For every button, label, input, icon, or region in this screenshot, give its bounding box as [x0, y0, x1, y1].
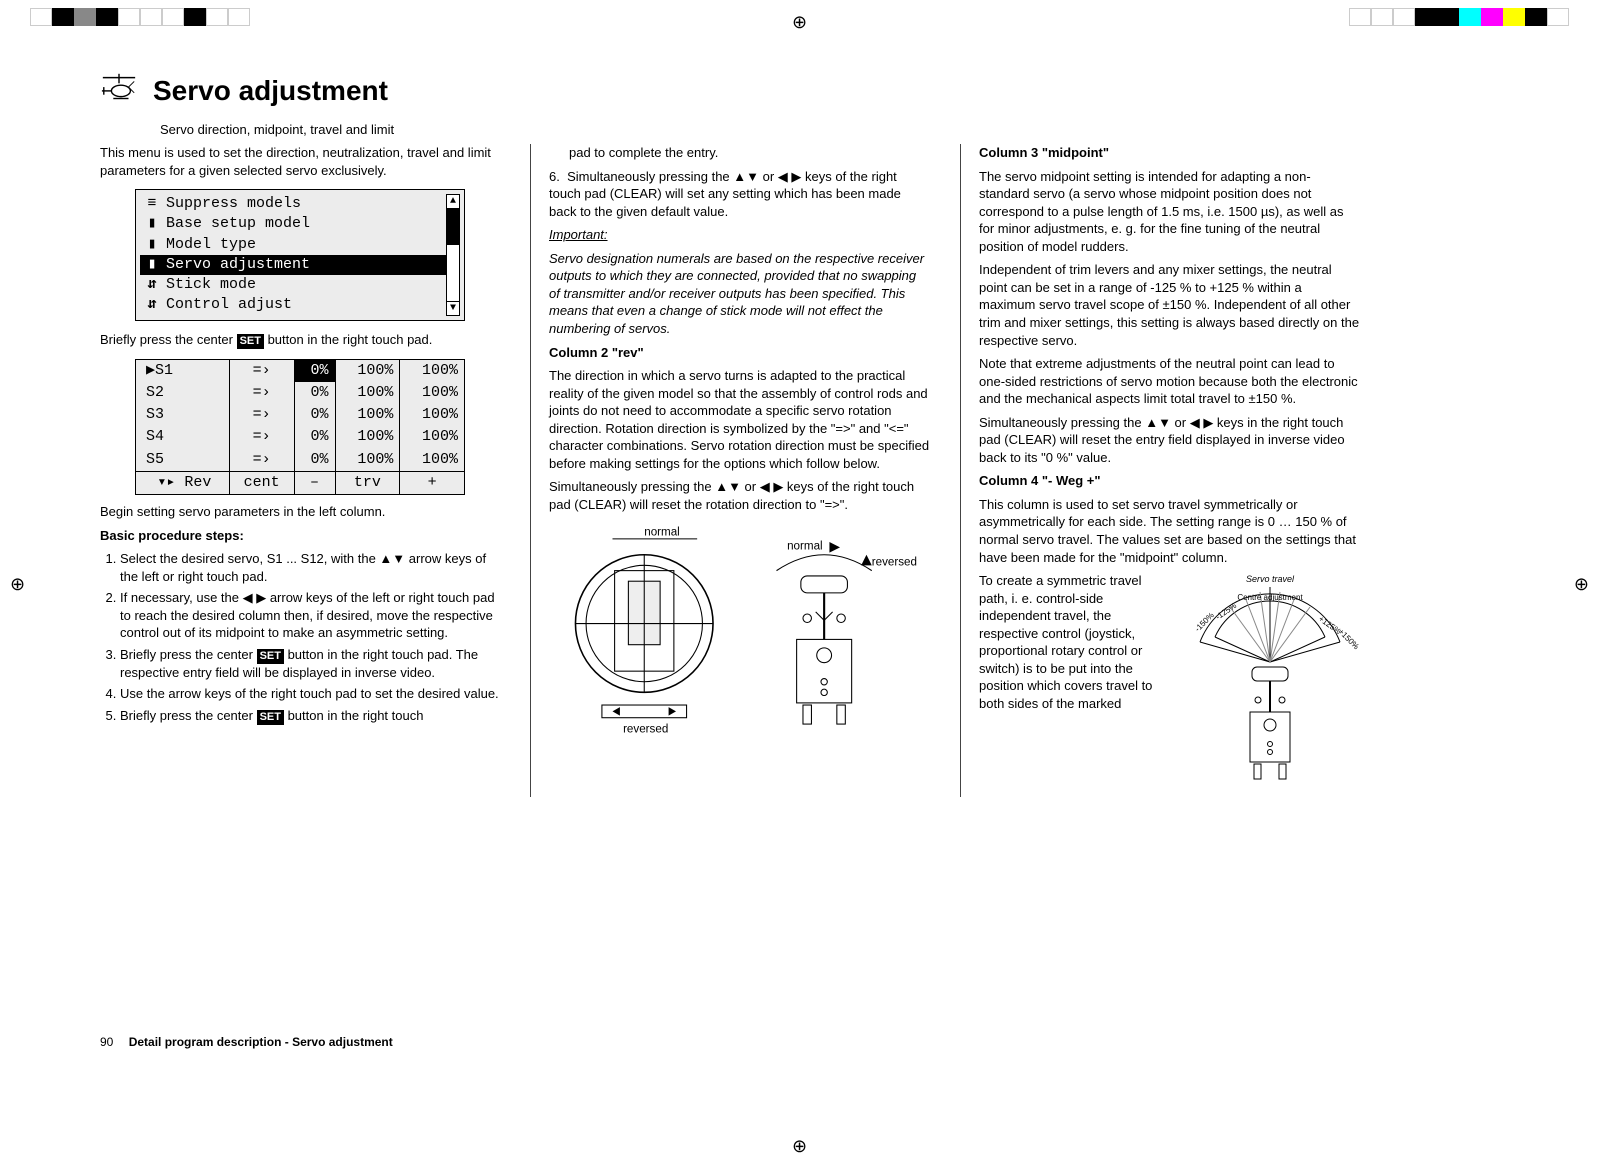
svg-text:-150%: -150% — [1193, 611, 1216, 634]
menu-item: ▮Servo adjustment — [140, 255, 460, 275]
set-key-icon: SET — [257, 710, 284, 725]
important-label: Important: — [549, 226, 930, 244]
svg-text:Centre adjustment: Centre adjustment — [1237, 593, 1303, 602]
step6: 6. Simultaneously pressing the ▲▼ or ◀ ▶… — [549, 168, 930, 221]
column4-weg-heading: Column 4 "- Weg +" — [979, 472, 1360, 490]
set-key-icon: SET — [257, 649, 284, 664]
svg-text:-125%: -125% — [1214, 601, 1238, 622]
procedure-steps-list: Select the desired servo, S1 ... S12, wi… — [120, 550, 500, 725]
rev-paragraph-1: The direction in which a servo turns is … — [549, 367, 930, 472]
page-subtitle: Servo direction, midpoint, travel and li… — [160, 121, 1370, 139]
set-key-icon: SET — [237, 334, 264, 349]
column2-rev-heading: Column 2 "rev" — [549, 344, 930, 362]
menu-screenshot: ≡Suppress models▮Base setup model▮Model … — [135, 189, 465, 321]
column3-midpoint-heading: Column 3 "midpoint" — [979, 144, 1360, 162]
menu-scrollbar: ▲▼ — [446, 194, 460, 316]
registration-mark-icon: ⊕ — [792, 10, 807, 34]
procedure-step: Use the arrow keys of the right touch pa… — [120, 685, 500, 703]
midpoint-p3: Note that extreme adjustments of the neu… — [979, 355, 1360, 408]
procedure-step: Briefly press the center SET button in t… — [120, 707, 500, 725]
servo-travel-arc-diagram: Servo travel -150% — [1180, 572, 1360, 797]
svg-text:reversed: reversed — [872, 556, 917, 569]
midpoint-p2: Independent of trim levers and any mixer… — [979, 261, 1360, 349]
procedure-step: If necessary, use the ◀ ▶ arrow keys of … — [120, 589, 500, 642]
menu-item: ▮Model type — [140, 235, 460, 255]
svg-text:+150%: +150% — [1337, 627, 1360, 651]
page-number: 90 — [100, 1035, 113, 1049]
servo-row: S5=›0%100%100% — [136, 449, 464, 472]
label-normal: normal — [644, 526, 680, 539]
servo-row: S2=›0%100%100% — [136, 382, 464, 404]
weg-p1: This column is used to set servo travel … — [979, 496, 1360, 566]
registration-mark-icon: ⊕ — [792, 1134, 807, 1158]
registration-mark-icon: ⊕ — [1574, 572, 1589, 596]
servo-table-screenshot: ▶S1=›0%100%100%S2=›0%100%100%S3=›0%100%1… — [135, 359, 465, 496]
steps-heading: Basic procedure steps: — [100, 527, 500, 545]
after-table-text: Begin setting servo parameters in the le… — [100, 503, 500, 521]
midpoint-p4: Simultaneously pressing the ▲▼ or ◀ ▶ ke… — [979, 414, 1360, 467]
rev-paragraph-2: Simultaneously pressing the ▲▼ or ◀ ▶ ke… — [549, 478, 930, 513]
svg-text:normal: normal — [787, 540, 823, 553]
important-text: Servo designation numerals are based on … — [549, 250, 930, 338]
procedure-step: Select the desired servo, S1 ... S12, wi… — [120, 550, 500, 585]
footer-title: Detail program description - Servo adjus… — [129, 1035, 393, 1049]
menu-item: ⇵Control adjust — [140, 295, 460, 315]
menu-item: ⇵Stick mode — [140, 275, 460, 295]
stick-servo-diagram: normal reversed normal reversed — [549, 523, 930, 739]
servo-table-footer: ▾▸ Revcent–trv+ — [136, 471, 464, 494]
servo-row: S3=›0%100%100% — [136, 404, 464, 426]
registration-mark-icon: ⊕ — [10, 572, 25, 596]
menu-item: ≡Suppress models — [140, 194, 460, 214]
step5-continuation: pad to complete the entry. — [569, 144, 930, 162]
svg-text:Servo travel: Servo travel — [1246, 574, 1295, 584]
intro-text: This menu is used to set the direction, … — [100, 144, 500, 179]
midpoint-p1: The servo midpoint setting is intended f… — [979, 168, 1360, 256]
weg-p2: To create a symmetric travel path, i. e.… — [979, 572, 1170, 791]
servo-row: ▶S1=›0%100%100% — [136, 360, 464, 382]
page-footer: 90 Detail program description - Servo ad… — [100, 1034, 393, 1050]
label-reversed: reversed — [623, 723, 668, 735]
procedure-step: Briefly press the center SET button in t… — [120, 646, 500, 681]
page-title: Servo adjustment — [153, 72, 388, 110]
servo-row: S4=›0%100%100% — [136, 426, 464, 448]
helicopter-icon — [100, 70, 138, 113]
after-menu-text: Briefly press the center SET button in t… — [100, 331, 500, 349]
menu-item: ▮Base setup model — [140, 214, 460, 234]
